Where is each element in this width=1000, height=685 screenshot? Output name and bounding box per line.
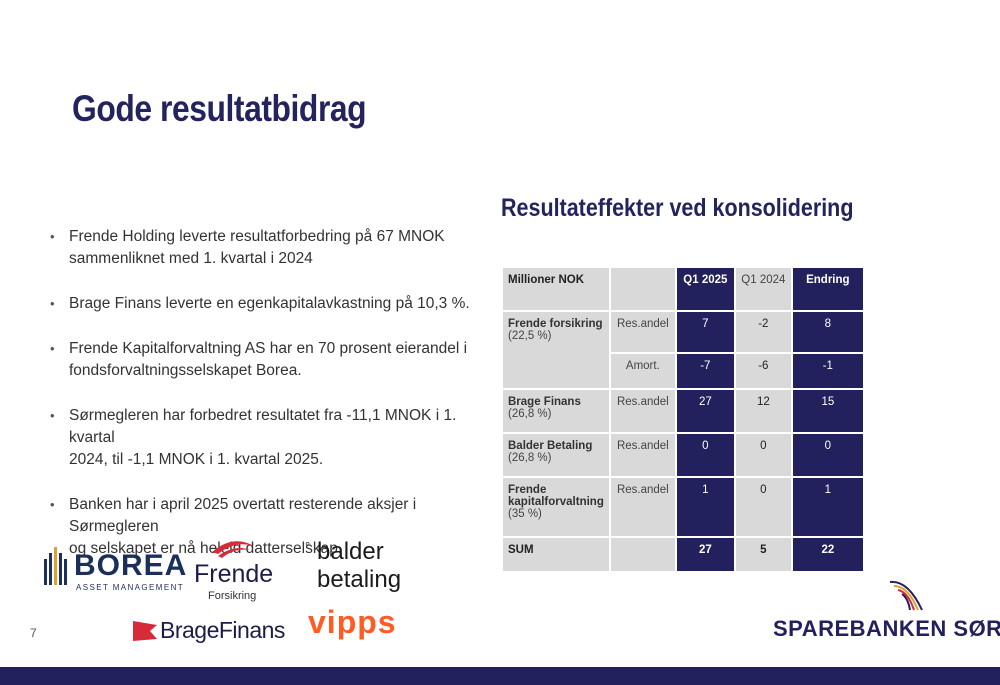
table-row: Balder Betaling (26,8 %) Res.andel 0 0 0 — [503, 434, 863, 476]
company-name: Frende kapitalforvaltning — [508, 484, 604, 508]
row-type: Res.andel — [610, 312, 675, 352]
frende-sub: Forsikring — [208, 590, 257, 602]
frende-name: Frende — [194, 560, 274, 588]
borea-mark-icon — [44, 547, 67, 585]
cell-endring: 1 — [792, 478, 863, 536]
ownership-share: (26,8 %) — [508, 452, 552, 464]
ownership-share: (35 %) — [508, 508, 542, 520]
bullet-text-line: sammenliknet med 1. kvartal i 2024 — [69, 250, 313, 267]
row-type: Res.andel — [610, 478, 675, 536]
borea-sub: ASSET MANAGEMENT — [76, 583, 185, 592]
bullet-text-line: fondsforvaltningsselskapet Borea. — [69, 362, 302, 379]
frende-mark-icon — [212, 541, 254, 558]
cell-q1-2025: 27 — [676, 390, 734, 432]
brage-name: BrageFinans — [160, 617, 285, 643]
table-title: Resultateffekter ved konsolidering — [501, 194, 854, 222]
bullet-item: Frende Kapitalforvaltning AS har en 70 p… — [50, 338, 470, 382]
brage-flag-icon — [133, 621, 157, 641]
cell-q1-2024: -2 — [735, 312, 791, 352]
borea-logo: BOREA ASSET MANAGEMENT — [42, 545, 186, 595]
row-label: Frende kapitalforvaltning (35 %) — [503, 478, 609, 536]
header-empty — [610, 268, 675, 310]
bullet-item: Brage Finans leverte en egenkapitalavkas… — [50, 293, 470, 315]
sparebanken-sor-logo: SPAREBANKEN SØR — [770, 578, 1000, 642]
cell-q1-2024: 0 — [735, 434, 791, 476]
table-row: Brage Finans (26,8 %) Res.andel 27 12 15 — [503, 390, 863, 432]
sum-q1-2025: 27 — [676, 538, 734, 571]
table-row: Frende kapitalforvaltning (35 %) Res.and… — [503, 478, 863, 536]
table-row: Amort. -7 -6 -1 — [503, 354, 863, 388]
bullet-text-line: Brage Finans leverte en egenkapitalavkas… — [69, 295, 470, 312]
bullet-text-line: Frende Holding leverte resultatforbedrin… — [69, 228, 445, 245]
vipps-name: vipps — [308, 604, 397, 640]
consolidation-table: Millioner NOK Q1 2025 Q1 2024 Endring Fr… — [501, 266, 865, 573]
header-q1-2024: Q1 2024 — [735, 268, 791, 310]
row-label: Balder Betaling (26,8 %) — [503, 434, 609, 476]
bullet-list: Frende Holding leverte resultatforbedrin… — [50, 226, 470, 583]
bullet-text-line: 2024, til -1,1 MNOK i 1. kvartal 2025. — [69, 451, 324, 468]
footer-bar — [0, 667, 1000, 685]
bullet-item: Frende Holding leverte resultatforbedrin… — [50, 226, 470, 270]
bullet-text-line: Sørmegleren har forbedret resultatet fra… — [69, 407, 457, 446]
bullet-text-line: Frende Kapitalforvaltning AS har en 70 p… — [69, 340, 468, 357]
row-type: Amort. — [610, 354, 675, 388]
cell-endring: 8 — [792, 312, 863, 352]
cell-q1-2025: 7 — [676, 312, 734, 352]
bullet-item: Sørmegleren har forbedret resultatet fra… — [50, 405, 470, 471]
balder-name: balder — [317, 538, 384, 565]
cell-endring: 15 — [792, 390, 863, 432]
company-name: Frende forsikring — [508, 318, 603, 330]
header-q1-2025: Q1 2025 — [676, 268, 734, 310]
brage-finans-logo: BrageFinans — [132, 615, 287, 647]
row-type: Res.andel — [610, 390, 675, 432]
balder-logo: ° balder betaling — [305, 538, 405, 600]
borea-name: BOREA — [74, 549, 188, 582]
frende-logo: Frende Forsikring — [194, 538, 274, 604]
page-number: 7 — [30, 626, 37, 640]
bullet-item: Banken har i april 2025 overtatt restere… — [50, 494, 470, 560]
bullet-text-line: og selskapet er nå heleid datterselskap. — [69, 540, 343, 557]
page-title: Gode resultatbidrag — [72, 88, 367, 129]
balder-sub: betaling — [317, 566, 402, 593]
row-label: Brage Finans (26,8 %) — [503, 390, 609, 432]
cell-q1-2024: 12 — [735, 390, 791, 432]
cell-q1-2025: -7 — [676, 354, 734, 388]
cell-q1-2025: 0 — [676, 434, 734, 476]
sparebanken-name: SPAREBANKEN SØR — [773, 616, 1000, 641]
ownership-share: (26,8 %) — [508, 408, 552, 420]
sparebanken-mark-icon — [889, 580, 923, 611]
ownership-share: (22,5 %) — [508, 330, 552, 342]
balder-mark-icon: ° — [305, 539, 311, 554]
table-row: Frende forsikring (22,5 %) Res.andel 7 -… — [503, 312, 863, 388]
row-label: Frende forsikring (22,5 %) — [503, 312, 609, 388]
cell-q1-2025: 1 — [676, 478, 734, 536]
row-type: Res.andel — [610, 434, 675, 476]
cell-endring: -1 — [792, 354, 863, 388]
vipps-logo: vipps — [308, 604, 403, 644]
cell-endring: 0 — [792, 434, 863, 476]
company-name: Balder Betaling — [508, 440, 593, 452]
header-endring: Endring — [792, 268, 863, 310]
cell-q1-2024: -6 — [735, 354, 791, 388]
bullet-text-line: Banken har i april 2025 overtatt restere… — [69, 496, 417, 535]
sum-empty — [610, 538, 675, 571]
sum-endring: 22 — [792, 538, 863, 571]
header-millioner-nok: Millioner NOK — [503, 268, 609, 310]
company-name: Brage Finans — [508, 396, 581, 408]
sum-row: SUM 27 5 22 — [503, 538, 863, 571]
sum-label: SUM — [503, 538, 609, 571]
table-header-row: Millioner NOK Q1 2025 Q1 2024 Endring — [503, 268, 863, 310]
sum-q1-2024: 5 — [735, 538, 791, 571]
cell-q1-2024: 0 — [735, 478, 791, 536]
